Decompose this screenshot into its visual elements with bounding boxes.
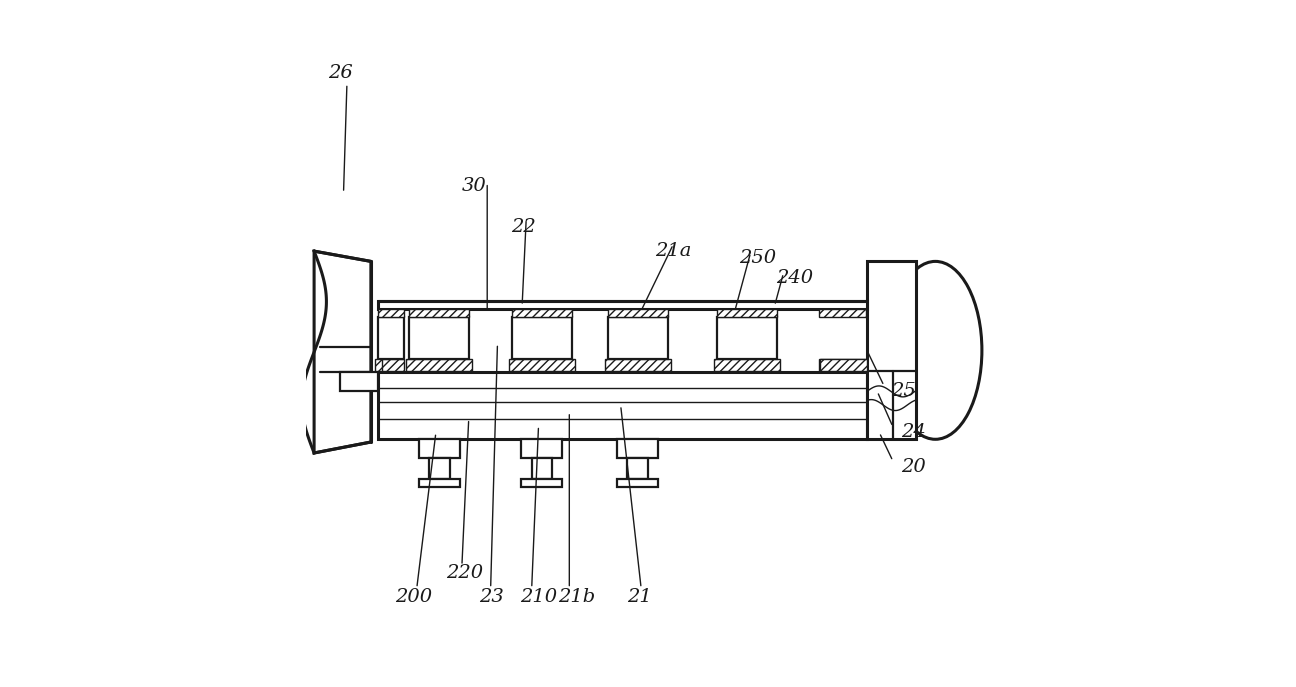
Text: 20: 20 xyxy=(901,458,925,475)
Bar xyxy=(375,359,382,371)
Bar xyxy=(717,309,778,317)
Text: 25: 25 xyxy=(890,383,916,401)
Text: 240: 240 xyxy=(776,269,813,287)
Bar xyxy=(820,359,867,371)
Bar xyxy=(819,359,867,371)
Bar xyxy=(714,359,780,371)
Text: 220: 220 xyxy=(446,564,483,582)
Bar xyxy=(627,458,648,479)
Text: 23: 23 xyxy=(480,587,504,606)
Bar xyxy=(531,458,552,479)
Text: 210: 210 xyxy=(520,587,557,606)
Text: 26: 26 xyxy=(328,64,353,82)
Text: 21a: 21a xyxy=(654,242,691,260)
Bar xyxy=(617,479,658,487)
Ellipse shape xyxy=(889,261,982,439)
Bar xyxy=(377,301,867,309)
Bar xyxy=(608,309,667,317)
Bar xyxy=(407,359,472,371)
Text: 250: 250 xyxy=(739,249,776,267)
Bar xyxy=(512,309,572,317)
Text: 21: 21 xyxy=(627,587,652,606)
Bar xyxy=(377,317,404,359)
Bar xyxy=(521,479,562,487)
Bar xyxy=(509,359,575,371)
Bar xyxy=(419,439,460,458)
Bar xyxy=(512,317,572,359)
Bar xyxy=(521,439,562,458)
Bar xyxy=(867,261,916,439)
Bar xyxy=(819,309,866,317)
Bar xyxy=(410,317,469,359)
Bar xyxy=(608,317,667,359)
Bar xyxy=(410,309,469,317)
Text: 24: 24 xyxy=(901,423,925,442)
Bar xyxy=(429,458,450,479)
Bar xyxy=(377,359,404,371)
Bar xyxy=(377,372,867,439)
Bar xyxy=(717,317,778,359)
Polygon shape xyxy=(314,251,371,453)
Bar xyxy=(419,479,460,487)
Bar xyxy=(340,372,377,392)
Bar xyxy=(377,309,404,317)
Text: 200: 200 xyxy=(395,587,432,606)
Bar xyxy=(617,439,658,458)
Bar xyxy=(605,359,670,371)
Text: 22: 22 xyxy=(511,218,537,236)
Text: 30: 30 xyxy=(461,177,486,195)
Text: 21b: 21b xyxy=(557,587,595,606)
